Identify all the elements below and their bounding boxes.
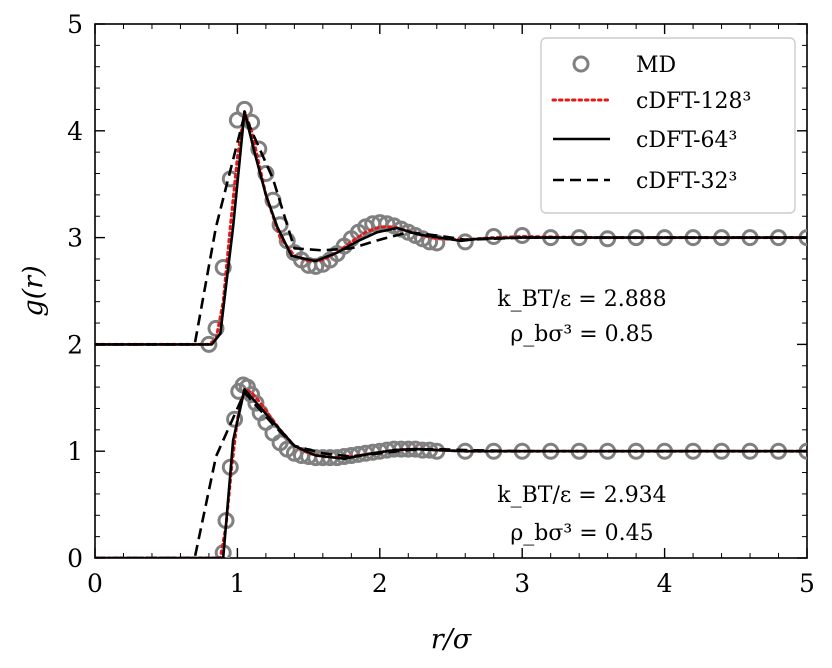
md-point-lower <box>247 394 265 412</box>
md-point-upper <box>250 140 268 158</box>
legend-label-cdft-64: cDFT-64³ <box>636 128 737 153</box>
x-tick-label: 0 <box>87 569 103 598</box>
y-tick-label: 5 <box>67 10 83 39</box>
legend: MD cDFT-128³ cDFT-64³ cDFT-32³ <box>540 37 796 214</box>
md-point-lower <box>226 410 244 428</box>
y-axis-label: g(r) <box>18 265 49 316</box>
cdft-64-line-upper <box>95 110 807 346</box>
y-tick-label: 1 <box>67 437 83 466</box>
y-tick-labels: 0 1 2 3 4 5 <box>67 10 83 573</box>
legend-box <box>540 37 796 214</box>
legend-handle-md <box>572 55 590 73</box>
x-tick-label: 4 <box>657 569 673 598</box>
legend-handles <box>551 55 612 182</box>
x-tick-label: 3 <box>514 569 530 598</box>
x-tick-labels: 0 1 2 3 4 5 <box>87 569 815 598</box>
annotation-lower-temperature: k_BT/ε = 2.934 <box>497 483 666 508</box>
legend-label-md: MD <box>636 53 676 78</box>
axis-ticks <box>94 23 808 559</box>
cdft-32-line-lower <box>95 391 807 558</box>
annotation-upper-temperature: k_BT/ε = 2.888 <box>497 287 666 312</box>
y-tick-label: 3 <box>67 224 83 253</box>
y-tick-label: 2 <box>67 330 83 359</box>
md-point-upper <box>456 233 474 251</box>
y-tick-label: 0 <box>67 544 83 573</box>
x-tick-label: 5 <box>799 569 815 598</box>
cdft-128-line-lower <box>95 387 807 558</box>
plot-frame <box>94 23 808 559</box>
cdft-64-line-lower <box>95 387 807 558</box>
x-tick-label: 1 <box>229 569 245 598</box>
y-tick-label: 4 <box>67 117 83 146</box>
x-tick-label: 2 <box>372 569 388 598</box>
annotation-upper: k_BT/ε = 2.888 ρ_bσ³ = 0.85 <box>497 287 666 347</box>
md-point-upper <box>214 259 232 276</box>
x-axis-label: r/σ <box>431 624 473 655</box>
series-layer <box>95 100 807 558</box>
legend-label-cdft-32: cDFT-32³ <box>636 169 737 194</box>
annotation-lower: k_BT/ε = 2.934 ρ_bσ³ = 0.45 <box>497 483 666 546</box>
legend-label-cdft-128: cDFT-128³ <box>636 89 751 114</box>
annotation-upper-density: ρ_bσ³ = 0.85 <box>510 322 653 347</box>
annotation-lower-density: ρ_bσ³ = 0.45 <box>510 521 653 546</box>
